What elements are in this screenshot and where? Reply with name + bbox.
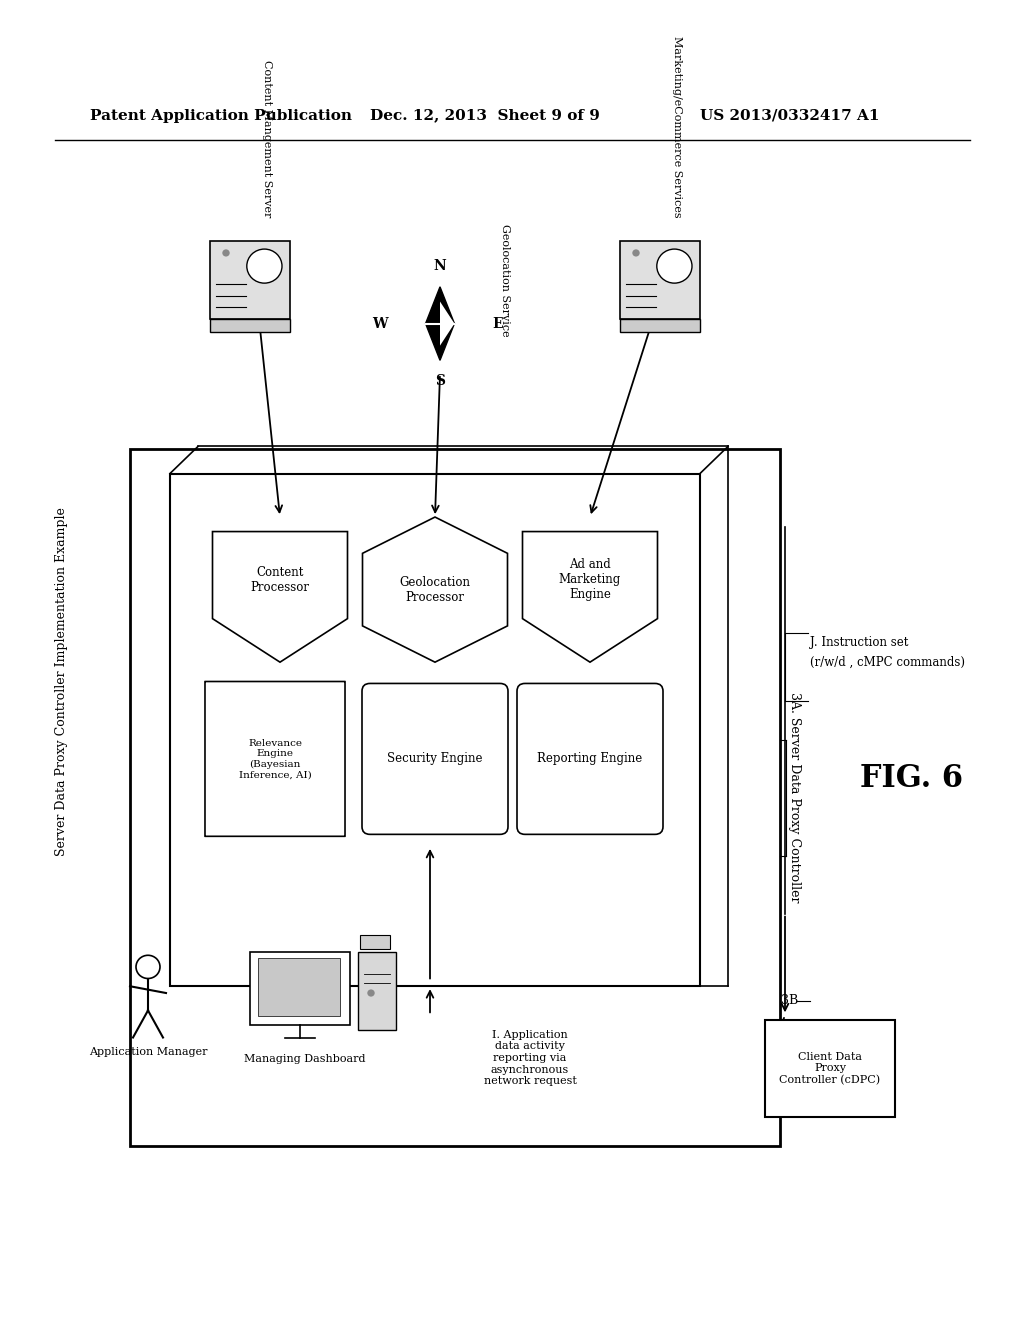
Circle shape xyxy=(633,249,639,256)
Text: Application Manager: Application Manager xyxy=(89,1047,207,1057)
Text: Dec. 12, 2013  Sheet 9 of 9: Dec. 12, 2013 Sheet 9 of 9 xyxy=(370,108,600,123)
Text: Managing Dashboard: Managing Dashboard xyxy=(245,1053,366,1064)
Text: FIG. 6: FIG. 6 xyxy=(860,763,963,793)
Text: (r/w/d , cMPC commands): (r/w/d , cMPC commands) xyxy=(810,656,965,669)
Text: 3A. Server Data Proxy Controller: 3A. Server Data Proxy Controller xyxy=(788,693,801,903)
Text: N: N xyxy=(433,259,446,273)
Bar xyxy=(358,953,396,1030)
Text: Ad and
Marketing
Engine: Ad and Marketing Engine xyxy=(559,558,622,602)
FancyBboxPatch shape xyxy=(205,681,345,837)
Circle shape xyxy=(656,249,692,282)
Bar xyxy=(258,958,340,1016)
FancyBboxPatch shape xyxy=(362,684,508,834)
Text: I. Application
data activity
reporting via
asynchronous
network request: I. Application data activity reporting v… xyxy=(483,1030,577,1086)
Polygon shape xyxy=(213,532,347,663)
Bar xyxy=(170,474,700,986)
Polygon shape xyxy=(522,532,657,663)
Text: Reporting Engine: Reporting Engine xyxy=(538,752,643,766)
Circle shape xyxy=(368,990,374,995)
Circle shape xyxy=(223,249,229,256)
Polygon shape xyxy=(362,517,508,663)
Polygon shape xyxy=(426,286,455,360)
Bar xyxy=(250,953,350,1024)
Text: W: W xyxy=(373,317,388,330)
Text: Content Mangement Server: Content Mangement Server xyxy=(262,59,272,218)
Bar xyxy=(210,242,290,318)
Text: E: E xyxy=(492,317,503,330)
Bar xyxy=(360,935,390,949)
Text: J. Instruction set: J. Instruction set xyxy=(810,636,908,649)
Text: Geolocation
Processor: Geolocation Processor xyxy=(399,576,470,603)
Text: Server Data Proxy Controller Implementation Example: Server Data Proxy Controller Implementat… xyxy=(55,507,69,855)
Text: 3B: 3B xyxy=(781,994,799,1007)
FancyBboxPatch shape xyxy=(517,684,663,834)
Text: US 2013/0332417 A1: US 2013/0332417 A1 xyxy=(700,108,880,123)
Text: Relevance
Engine
(Bayesian
Inference, AI): Relevance Engine (Bayesian Inference, AI… xyxy=(239,739,311,779)
Text: Geolocation Service: Geolocation Service xyxy=(500,223,510,337)
Bar xyxy=(620,242,700,318)
Bar xyxy=(765,1020,895,1117)
Circle shape xyxy=(247,249,282,282)
Text: Security Engine: Security Engine xyxy=(387,752,482,766)
Bar xyxy=(130,449,780,1146)
Text: Patent Application Publication: Patent Application Publication xyxy=(90,108,352,123)
Text: Content
Processor: Content Processor xyxy=(251,566,309,594)
Text: S: S xyxy=(435,374,445,388)
Circle shape xyxy=(136,956,160,978)
Text: Client Data
Proxy
Controller (cDPC): Client Data Proxy Controller (cDPC) xyxy=(779,1052,881,1085)
Polygon shape xyxy=(440,301,455,346)
Bar xyxy=(210,318,290,333)
Text: Marketing/eCommerce Services: Marketing/eCommerce Services xyxy=(672,36,682,218)
Bar xyxy=(620,318,700,333)
